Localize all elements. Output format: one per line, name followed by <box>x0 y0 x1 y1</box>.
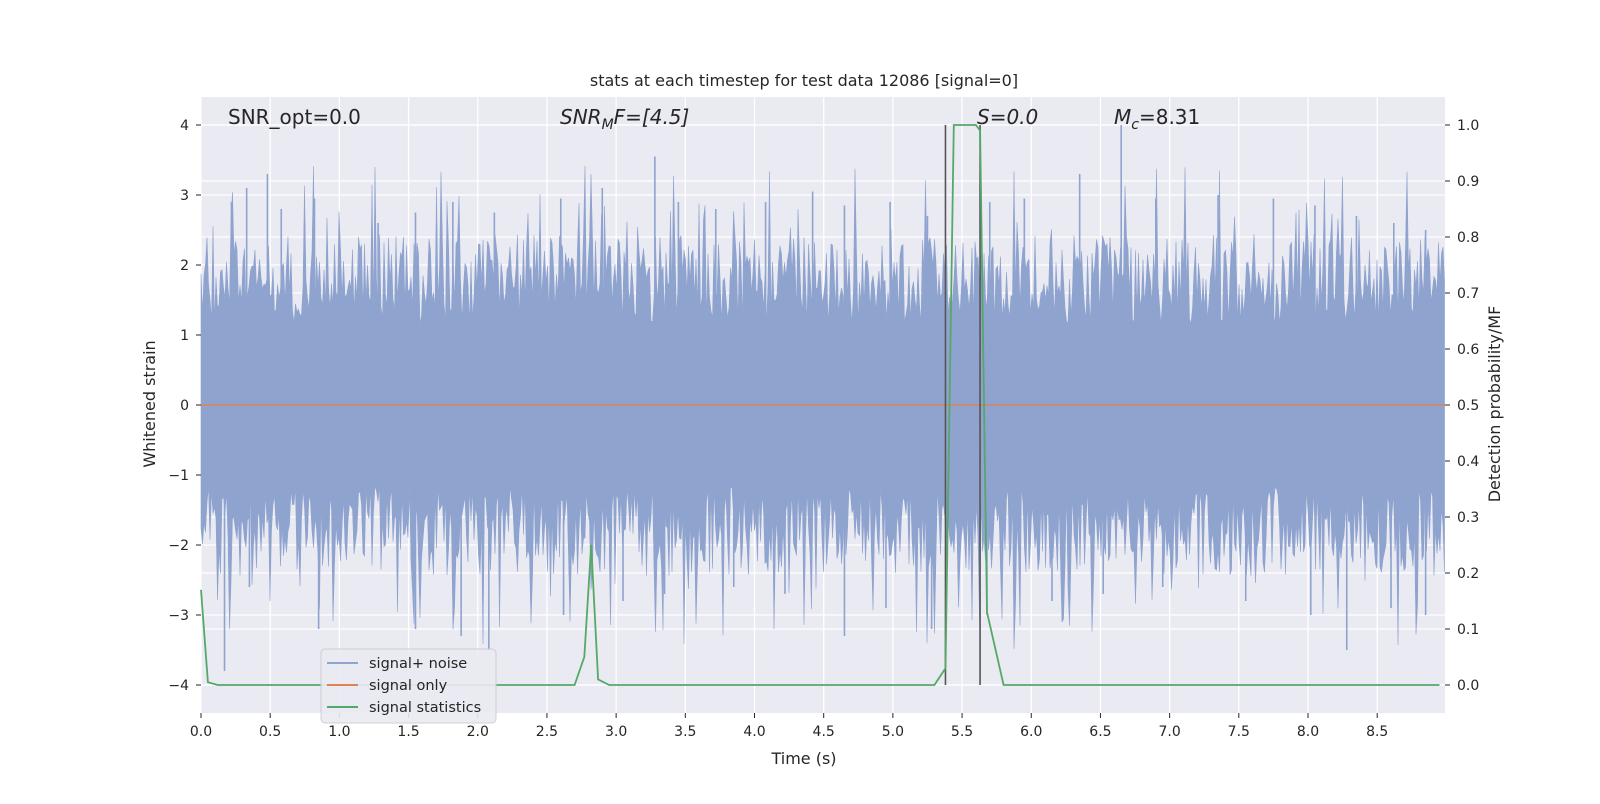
x-tick-label-15: 7.5 <box>1228 724 1250 740</box>
y-right-tick-label-3: 0.3 <box>1457 510 1479 526</box>
x-tick-label-6: 3.0 <box>605 724 627 740</box>
x-tick-label-5: 2.5 <box>536 724 558 740</box>
y-right-tick-label-9: 0.9 <box>1457 174 1479 190</box>
x-tick-label-14: 7.0 <box>1158 724 1180 740</box>
y-left-tick-label-4: 0 <box>180 398 189 414</box>
y-left-tick-label-1: −3 <box>168 608 189 624</box>
y-left-tick-label-2: −2 <box>168 538 189 554</box>
y-left-tick-label-7: 3 <box>180 188 189 204</box>
y-right-tick-label-8: 0.8 <box>1457 230 1479 246</box>
legend-label-signal-only: signal only <box>369 678 448 694</box>
s-annotation: S=0.0 <box>977 105 1038 129</box>
legend-label-signal-noise: signal+ noise <box>369 656 467 672</box>
x-tick-label-3: 1.5 <box>397 724 419 740</box>
y-left-tick-label-5: 1 <box>180 328 189 344</box>
x-tick-label-8: 4.0 <box>743 724 765 740</box>
y-right-tick-label-5: 0.5 <box>1457 398 1479 414</box>
y-right-tick-label-6: 0.6 <box>1457 342 1479 358</box>
x-tick-label-12: 6.0 <box>1020 724 1042 740</box>
y-left-tick-label-8: 4 <box>180 118 189 134</box>
y-right-tick-label-2: 0.2 <box>1457 566 1479 582</box>
y-right-tick-label-7: 0.7 <box>1457 286 1479 302</box>
x-tick-label-0: 0.0 <box>190 724 212 740</box>
y-left-tick-label-6: 2 <box>180 258 189 274</box>
x-tick-label-10: 5.0 <box>882 724 904 740</box>
x-tick-label-11: 5.5 <box>951 724 973 740</box>
y-axis-label-right: Detection probability/MF <box>1485 306 1504 503</box>
mc-annotation: Mc=8.31 <box>1114 105 1200 133</box>
y-right-tick-label-10: 1.0 <box>1457 118 1479 134</box>
x-tick-label-1: 0.5 <box>259 724 281 740</box>
y-right-tick-label-0: 0.0 <box>1457 678 1479 694</box>
x-axis-label: Time (s) <box>770 749 836 768</box>
x-tick-label-16: 8.0 <box>1297 724 1319 740</box>
snr-opt-annotation: SNR_opt=0.0 <box>228 105 361 129</box>
chart-title: stats at each timestep for test data 120… <box>590 71 1018 90</box>
y-left-tick-label-3: −1 <box>168 468 189 484</box>
legend-label-signal-statistics: signal statistics <box>369 700 481 716</box>
snr-mf-annotation: SNRMF=[4.5] <box>560 105 689 133</box>
y-left-tick-label-0: −4 <box>168 678 189 694</box>
y-right-tick-label-4: 0.4 <box>1457 454 1479 470</box>
legend: signal+ noise signal only signal statist… <box>321 649 496 723</box>
x-tick-label-13: 6.5 <box>1089 724 1111 740</box>
x-tick-label-2: 1.0 <box>328 724 350 740</box>
y-right-tick-label-1: 0.1 <box>1457 622 1479 638</box>
x-tick-label-7: 3.5 <box>674 724 696 740</box>
x-tick-label-4: 2.0 <box>467 724 489 740</box>
x-tick-label-17: 8.5 <box>1366 724 1388 740</box>
x-tick-label-9: 4.5 <box>813 724 835 740</box>
y-axis-label-left: Whitened strain <box>140 340 159 467</box>
